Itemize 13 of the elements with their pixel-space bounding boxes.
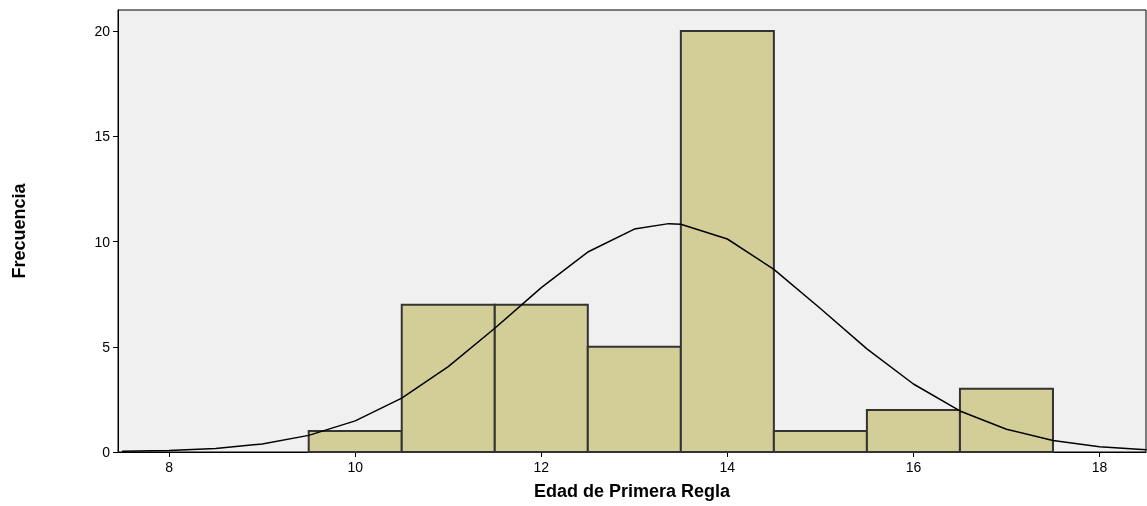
x-tick-label: 10 xyxy=(347,459,364,475)
x-tick-label: 12 xyxy=(533,459,550,475)
y-axis-title: Frecuencia xyxy=(9,182,29,279)
y-tick-label: 20 xyxy=(94,23,111,40)
x-tick-label: 14 xyxy=(719,459,736,475)
y-tick-label: 15 xyxy=(94,128,111,145)
x-tick-label: 8 xyxy=(165,459,174,475)
y-tick-label: 5 xyxy=(102,338,111,355)
y-tick-label: 10 xyxy=(94,233,111,250)
x-axis-title: Edad de Primera Regla xyxy=(533,481,732,501)
x-tick-label: 18 xyxy=(1091,459,1108,475)
y-tick-label: 0 xyxy=(102,444,111,460)
x-tick-label: 16 xyxy=(905,459,922,475)
